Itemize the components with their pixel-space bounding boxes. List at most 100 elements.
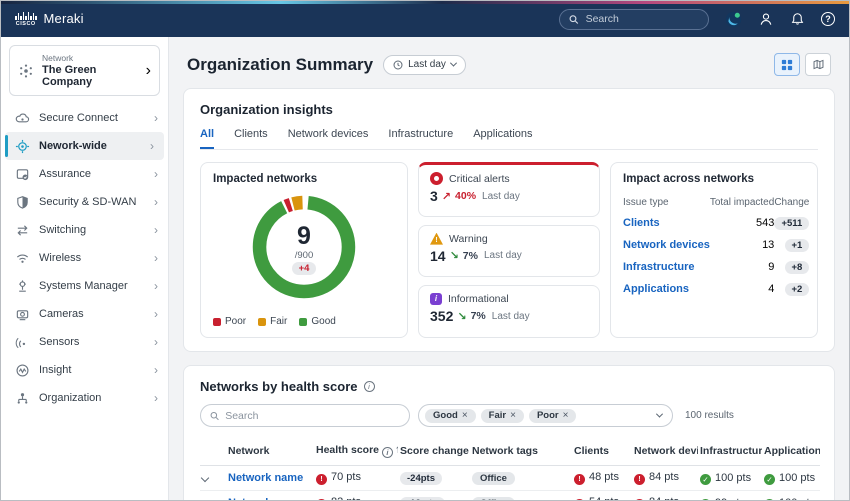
tab-infrastructure[interactable]: Infrastructure: [388, 128, 454, 140]
wifi-icon: [14, 251, 30, 266]
informational-alerts-card[interactable]: Informational 352 ↘ 7% Last day: [418, 285, 600, 339]
chevron-right-icon: ›: [154, 335, 158, 349]
filter-chip-good: Good ×: [425, 408, 476, 423]
impacted-count: 9: [297, 222, 311, 250]
expand-row-icon[interactable]: [200, 498, 210, 500]
network-name-link[interactable]: Network name: [228, 472, 304, 484]
sidebar-item-organization[interactable]: Organization ›: [1, 384, 168, 412]
critical-status-icon: [574, 499, 585, 500]
brand-name: Meraki: [43, 11, 84, 26]
network-selector[interactable]: Network The Green Company ›: [9, 45, 160, 96]
critical-count: 3: [430, 188, 438, 204]
expand-row-icon[interactable]: [200, 473, 210, 483]
sidebar-item-cameras[interactable]: Cameras ›: [1, 300, 168, 328]
tab-all[interactable]: All: [200, 128, 215, 149]
remove-chip-icon[interactable]: ×: [510, 410, 516, 421]
time-filter-dropdown[interactable]: Last day: [383, 54, 466, 75]
search-icon: [569, 14, 579, 24]
infrastructure-link[interactable]: Infrastructure: [623, 261, 695, 273]
insight-wave-icon: [14, 363, 30, 378]
sidebar-item-security-sdwan[interactable]: Security & SD-WAN ›: [1, 188, 168, 216]
remove-chip-icon[interactable]: ×: [461, 410, 468, 421]
chevron-right-icon: ›: [154, 223, 158, 237]
impacted-change-badge: +4: [291, 262, 317, 275]
info-icon: [381, 447, 393, 458]
chevron-down-icon: [655, 410, 664, 418]
page-title: Organization Summary: [187, 54, 374, 74]
sidebar-item-switching[interactable]: Switching ›: [1, 216, 168, 244]
change-badge: +8: [784, 260, 810, 274]
poor-swatch: [213, 317, 221, 326]
health-filter-select[interactable]: Good × Fair × Poor ×: [418, 404, 673, 427]
tab-network-devices[interactable]: Network devices: [287, 128, 369, 140]
health-title: Networks by health score: [200, 379, 358, 394]
score-change-badge: -24pts: [400, 471, 442, 485]
health-score-sort-header[interactable]: Health score ⇅: [314, 439, 398, 466]
switch-arrows-icon: [14, 223, 30, 238]
sidebar-item-wireless[interactable]: Wireless ›: [1, 244, 168, 272]
sidebar-item-systems-manager[interactable]: Systems Manager ›: [1, 272, 168, 300]
network-tag: Office: [472, 496, 515, 500]
brand[interactable]: CISCO Meraki: [15, 11, 84, 27]
change-badge: +511: [774, 216, 810, 230]
navbar-gradient-strip: [1, 1, 849, 4]
network-selector-label: Network: [42, 53, 74, 63]
health-search-input[interactable]: [225, 409, 400, 422]
critical-status-icon: [316, 499, 327, 500]
chevron-down-icon: [449, 59, 457, 67]
assurance-icon: [14, 167, 30, 182]
applications-link[interactable]: Applications: [623, 283, 690, 295]
map-view-button[interactable]: [805, 53, 831, 76]
chevron-right-icon: ›: [154, 111, 158, 125]
remove-chip-icon[interactable]: ×: [562, 410, 569, 421]
chevron-right-icon: ›: [154, 167, 158, 181]
trend-down-icon: ↘: [457, 310, 467, 323]
help-icon[interactable]: [821, 12, 835, 26]
clients-link[interactable]: Clients: [623, 217, 660, 229]
global-search[interactable]: [559, 8, 709, 30]
network-wide-icon: [14, 139, 30, 154]
warning-alerts-card[interactable]: Warning 14 ↘ 7% Last day: [418, 224, 600, 278]
chevron-right-icon: ›: [154, 307, 158, 321]
grid-view-button[interactable]: [774, 53, 800, 76]
sidebar-item-network-wide[interactable]: Nework-wide ›: [5, 132, 164, 160]
critical-status-icon: [634, 499, 645, 500]
impacted-networks-panel: Impacted networks 9 /900 +4: [200, 162, 408, 338]
info-icon[interactable]: [363, 381, 375, 392]
impact-row-applications: Applications 4 +2: [623, 278, 810, 300]
change-badge: +2: [784, 282, 810, 296]
grid-icon: [781, 59, 793, 70]
user-icon[interactable]: [758, 11, 774, 27]
impact-row-network-devices: Network devices 13 +1: [623, 234, 810, 256]
critical-status-icon: [316, 474, 327, 485]
informational-icon: [430, 293, 442, 306]
network-name-link[interactable]: Network name: [228, 497, 303, 500]
camera-icon: [14, 307, 30, 322]
network-devices-link[interactable]: Network devices: [623, 239, 710, 251]
sidebar-item-insight[interactable]: Insight ›: [1, 356, 168, 384]
insights-title: Organization insights: [200, 102, 333, 117]
chevron-right-icon: ›: [150, 139, 154, 153]
good-status-icon: [764, 498, 775, 500]
main-content: Organization Summary Last day Organizati…: [169, 37, 849, 500]
global-search-input[interactable]: [585, 13, 699, 25]
map-icon: [813, 59, 823, 70]
table-row[interactable]: Network name 70 pts -24pts Office 48 pts…: [200, 465, 820, 491]
table-row[interactable]: Network name 82 pts -12 pts Office 54 pt…: [200, 490, 820, 500]
cisco-logo-icon: CISCO: [15, 12, 37, 27]
notifications-bell-icon[interactable]: [790, 11, 805, 27]
health-search[interactable]: [200, 404, 410, 427]
trend-down-icon: ↘: [449, 250, 459, 263]
sort-icon[interactable]: ⇅: [396, 445, 398, 455]
tab-applications[interactable]: Applications: [473, 128, 533, 140]
tab-clients[interactable]: Clients: [234, 128, 268, 140]
sidebar-item-assurance[interactable]: Assurance ›: [1, 160, 168, 188]
health-table: Network Health score ⇅ Score change Netw…: [200, 439, 820, 500]
critical-alerts-card[interactable]: Critical alerts 3 ↗ 40% Last day: [418, 162, 600, 217]
sidebar-item-secure-connect[interactable]: Secure Connect ›: [1, 104, 168, 132]
sidebar-item-sensors[interactable]: Sensors ›: [1, 328, 168, 356]
donut-legend: Poor Fair Good: [213, 316, 395, 327]
warning-count: 14: [430, 247, 446, 264]
assistant-logo-icon[interactable]: [725, 11, 742, 28]
